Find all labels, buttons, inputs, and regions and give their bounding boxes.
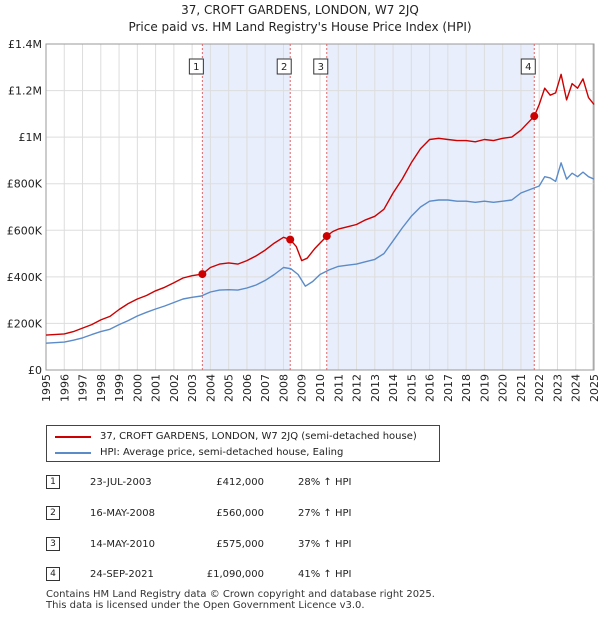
legend-label-hpi: HPI: Average price, semi-detached house,…: [100, 447, 344, 458]
sale-row: 4 24-SEP-2021 £1,090,000 41% ↑ HPI: [46, 566, 446, 584]
sale-point: [530, 112, 539, 121]
footer-copyright: Contains HM Land Registry data © Crown c…: [46, 589, 435, 600]
x-tick-label: 2010: [314, 374, 327, 402]
x-tick-label: 2025: [588, 374, 600, 402]
sale-marker-label: 1: [193, 62, 199, 73]
legend: 37, CROFT GARDENS, LONDON, W7 2JQ (semi-…: [46, 425, 440, 462]
sale-number-badge: 1: [46, 475, 60, 489]
y-tick-label: £400K: [7, 271, 43, 284]
x-tick-label: 2020: [497, 374, 510, 402]
chart-title: 37, CROFT GARDENS, LONDON, W7 2JQ: [181, 3, 419, 17]
x-tick-label: 2008: [277, 374, 290, 402]
ownership-shade: [326, 44, 535, 370]
sale-price: £412,000: [216, 477, 264, 488]
sale-marker-box: [313, 58, 329, 75]
x-tick-label: 2018: [460, 374, 473, 402]
sale-date: 14-MAY-2010: [90, 539, 156, 550]
x-tick-label: 2004: [204, 374, 217, 402]
ownership-shade: [202, 44, 291, 370]
footer-licence: This data is licensed under the Open Gov…: [46, 600, 365, 611]
sale-hpi-diff: 27% ↑ HPI: [298, 508, 352, 519]
legend-swatch-hpi: [55, 452, 91, 454]
sale-price: £575,000: [216, 539, 264, 550]
sale-marker-box: [520, 58, 536, 75]
sale-marker-box: [188, 58, 204, 75]
x-tick-label: 2021: [515, 374, 528, 402]
x-tick-label: 1999: [113, 374, 126, 402]
sale-hpi-diff: 28% ↑ HPI: [298, 477, 352, 488]
sale-hpi-diff: 37% ↑ HPI: [298, 539, 352, 550]
chart-subtitle: Price paid vs. HM Land Registry's House …: [128, 20, 472, 34]
sale-date: 16-MAY-2008: [90, 508, 156, 519]
footer: Contains HM Land Registry data © Crown c…: [46, 589, 435, 611]
x-tick-label: 2007: [259, 374, 272, 402]
y-tick-label: £200K: [7, 317, 43, 330]
x-tick-label: 2003: [186, 374, 199, 402]
x-tick-label: 2014: [387, 374, 400, 402]
x-tick-label: 2011: [332, 374, 345, 402]
sale-point: [198, 270, 207, 279]
sale-price: £1,090,000: [206, 569, 264, 580]
sale-marker-label: 3: [318, 62, 324, 73]
x-tick-label: 2000: [131, 374, 144, 402]
y-tick-label: £1.2M: [8, 85, 42, 98]
sale-row: 1 23-JUL-2003 £412,000 28% ↑ HPI: [46, 474, 446, 492]
y-tick-label: £0: [28, 364, 42, 377]
sale-number-badge: 4: [46, 567, 60, 581]
y-tick-label: £800K: [7, 178, 43, 191]
sale-date: 24-SEP-2021: [90, 569, 154, 580]
sale-number-badge: 3: [46, 537, 60, 551]
x-tick-label: 2022: [533, 374, 546, 402]
y-tick-label: £600K: [7, 224, 43, 237]
sale-marker-label: 2: [281, 62, 287, 73]
x-tick-label: 2024: [570, 374, 583, 402]
sale-row: 2 16-MAY-2008 £560,000 27% ↑ HPI: [46, 505, 446, 523]
x-tick-label: 2013: [369, 374, 382, 402]
sale-marker-box: [276, 58, 292, 75]
legend-swatch-property: [55, 436, 91, 438]
x-tick-label: 2016: [424, 374, 437, 402]
sale-marker-label: 4: [525, 62, 531, 73]
sale-point: [286, 235, 295, 244]
sale-point: [322, 232, 331, 241]
sale-date: 23-JUL-2003: [90, 477, 152, 488]
x-tick-label: 2012: [351, 374, 364, 402]
y-tick-label: £1M: [19, 131, 43, 144]
x-tick-label: 2006: [241, 374, 254, 402]
plot-frame: [45, 43, 595, 371]
sale-row: 3 14-MAY-2010 £575,000 37% ↑ HPI: [46, 536, 446, 554]
hpi-series-line: [45, 162, 595, 344]
x-tick-label: 1996: [58, 374, 71, 402]
x-tick-label: 1997: [77, 374, 90, 402]
x-tick-label: 2002: [168, 374, 181, 402]
sale-price: £560,000: [216, 508, 264, 519]
y-tick-label: £1.4M: [8, 38, 42, 51]
x-tick-label: 2019: [478, 374, 491, 402]
x-tick-label: 2005: [223, 374, 236, 402]
x-tick-label: 2023: [551, 374, 564, 402]
x-tick-label: 1998: [95, 374, 108, 402]
x-tick-label: 2017: [442, 374, 455, 402]
sale-number-badge: 2: [46, 506, 60, 520]
sale-hpi-diff: 41% ↑ HPI: [298, 569, 352, 580]
price-chart: £0 £200K £400K £600K £800K £1M £1.2M £1.4M 1995 1…: [7, 38, 600, 402]
x-tick-label: 1995: [40, 374, 53, 402]
x-tick-label: 2001: [150, 374, 163, 402]
x-tick-label: 2009: [296, 374, 309, 402]
x-tick-label: 2015: [405, 374, 418, 402]
legend-label-property: 37, CROFT GARDENS, LONDON, W7 2JQ (semi-…: [100, 431, 417, 442]
